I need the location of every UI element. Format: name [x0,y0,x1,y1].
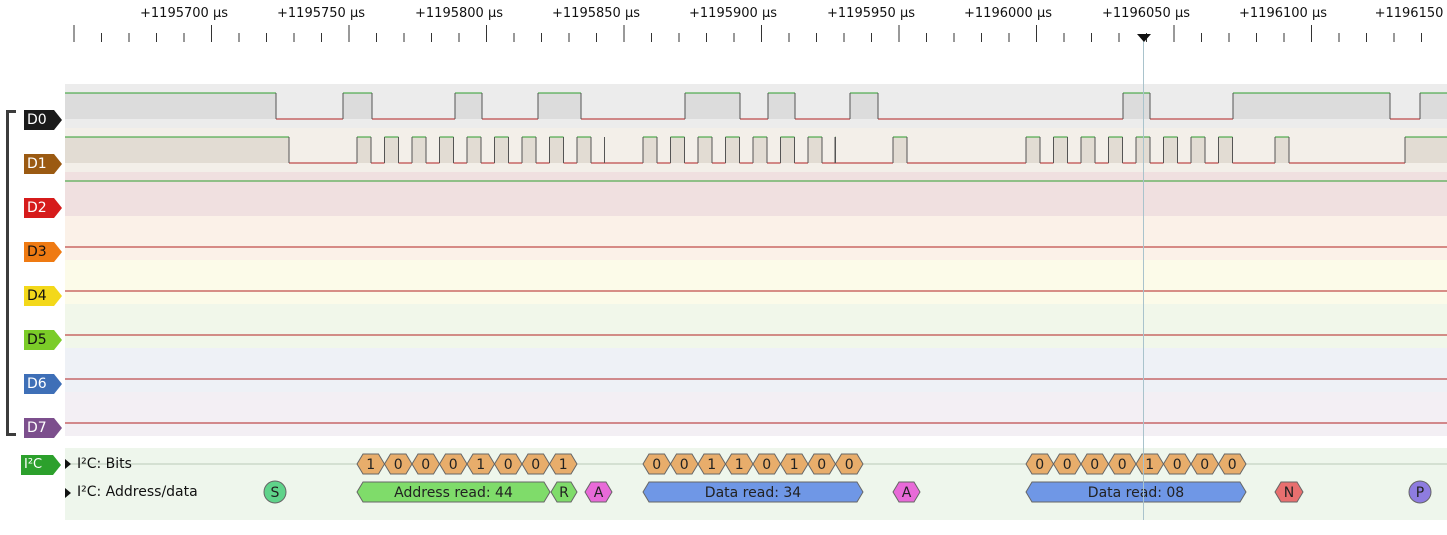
bit-label: 0 [394,457,403,473]
decoder-area: 1 0 0 0 1 0 0 1 0 0 1 1 0 1 0 0 0 0 0 0 1 0 0 0 S Address read: 4… [65,448,1447,520]
channel-tag-d2[interactable]: D2 [24,198,62,218]
annotation-label: Data read: 08 [1088,485,1184,501]
bit-label: 0 [762,457,771,473]
bit-label: 0 [531,457,540,473]
annotation-label: A [902,485,912,501]
bit-label: 1 [1145,457,1154,473]
cursor-marker-icon[interactable] [1137,34,1151,42]
channel-label: D4 [27,288,47,304]
channel-label: D0 [27,112,47,128]
annotation-circle[interactable] [1408,480,1432,504]
bit-label: 0 [1118,457,1127,473]
ruler-label: +1196050 µs [1102,6,1190,21]
lane-d0[interactable] [65,84,1447,128]
bit-label: 1 [790,457,799,473]
expand-triangle-icon[interactable] [65,488,71,498]
cursor-line[interactable] [1143,40,1144,520]
bit-label: 1 [559,457,568,473]
annotation-label: N [1284,485,1294,501]
channel-label: D2 [27,200,47,216]
decoder-row-label: I²C: Bits [77,456,132,472]
lane-d2[interactable] [65,172,1447,216]
bit-annotation[interactable] [834,453,864,475]
channel-label: D7 [27,420,47,436]
channel-sidebar [0,0,65,535]
annotation-hex[interactable] [584,481,613,503]
channel-tag-d0[interactable]: D0 [24,110,62,130]
ruler-label: +1195850 µs [552,6,640,21]
annotation-label: R [559,485,569,501]
channel-tag-d6[interactable]: D6 [24,374,62,394]
channel-group-bracket [6,110,16,436]
annotation-label: Data read: 34 [705,485,801,501]
bit-label: 0 [817,457,826,473]
ruler-label: +1195750 µs [277,6,365,21]
bit-label: 0 [1228,457,1237,473]
bit-label: 0 [1063,457,1072,473]
ruler-label: +1196150 [1374,6,1444,21]
decoder-tag-label: I²C [24,457,43,472]
ruler-label: +1195800 µs [415,6,503,21]
decoder-tag-i2c[interactable]: I²C [21,455,61,475]
channel-label: D1 [27,156,47,172]
lane-d3[interactable] [65,216,1447,260]
lane-d4[interactable] [65,260,1447,304]
annotation-label: P [1416,485,1424,501]
bit-label: 0 [1090,457,1099,473]
waveforms [65,92,1447,424]
channel-label: D6 [27,376,47,392]
bit-label: 0 [449,457,458,473]
time-ruler[interactable]: +1195700 µs +1195750 µs +1195800 µs +119… [65,0,1447,48]
bit-label: 0 [1035,457,1044,473]
annotation-label: A [594,485,604,501]
ruler-label: +1196000 µs [964,6,1052,21]
bit-label: 1 [476,457,485,473]
channel-label: D3 [27,244,47,260]
bit-label: 0 [421,457,430,473]
channel-tag-d4[interactable]: D4 [24,286,62,306]
expand-triangle-icon[interactable] [65,459,71,469]
decoder-row-label: I²C: Address/data [77,484,198,500]
annotation-label: Address read: 44 [394,485,513,501]
ruler-ticks [73,25,1422,42]
lane-d5[interactable] [65,304,1447,348]
bit-label: 0 [504,457,513,473]
annotation-hex[interactable] [1274,481,1304,503]
channel-tag-d5[interactable]: D5 [24,330,62,350]
annotation-label: S [271,485,280,501]
annotation-bar[interactable] [356,481,551,503]
bit-label: 1 [707,457,716,473]
ruler-label: +1195900 µs [689,6,777,21]
bit-label: 0 [1173,457,1182,473]
bit-label: 0 [1200,457,1209,473]
annotation-hex[interactable] [892,481,921,503]
bit-label: 0 [845,457,854,473]
channel-tag-d1[interactable]: D1 [24,154,62,174]
bit-label: 1 [366,457,375,473]
bit-label: 1 [735,457,744,473]
bit-annotation[interactable] [1217,453,1247,475]
ruler-label: +1196100 µs [1239,6,1327,21]
ruler-label: +1195950 µs [827,6,915,21]
annotation-circle[interactable] [263,480,287,504]
channel-tag-d7[interactable]: D7 [24,418,62,438]
bit-label: 0 [652,457,661,473]
annotation-hex[interactable] [550,481,578,503]
lane-d6[interactable] [65,348,1447,392]
annotation-bar[interactable] [642,481,864,503]
ruler-label: +1195700 µs [140,6,228,21]
annotation-bar[interactable] [1025,481,1247,503]
decoder-annotations: 1 0 0 0 1 0 0 1 0 0 1 1 0 1 0 0 0 0 0 0 1 0 0 0 S Address read: 4… [65,453,1447,504]
channel-tag-d3[interactable]: D3 [24,242,62,262]
bit-label: 0 [680,457,689,473]
bit-annotation[interactable] [548,453,578,475]
lane-d7[interactable] [65,392,1447,436]
channel-label: D5 [27,332,47,348]
